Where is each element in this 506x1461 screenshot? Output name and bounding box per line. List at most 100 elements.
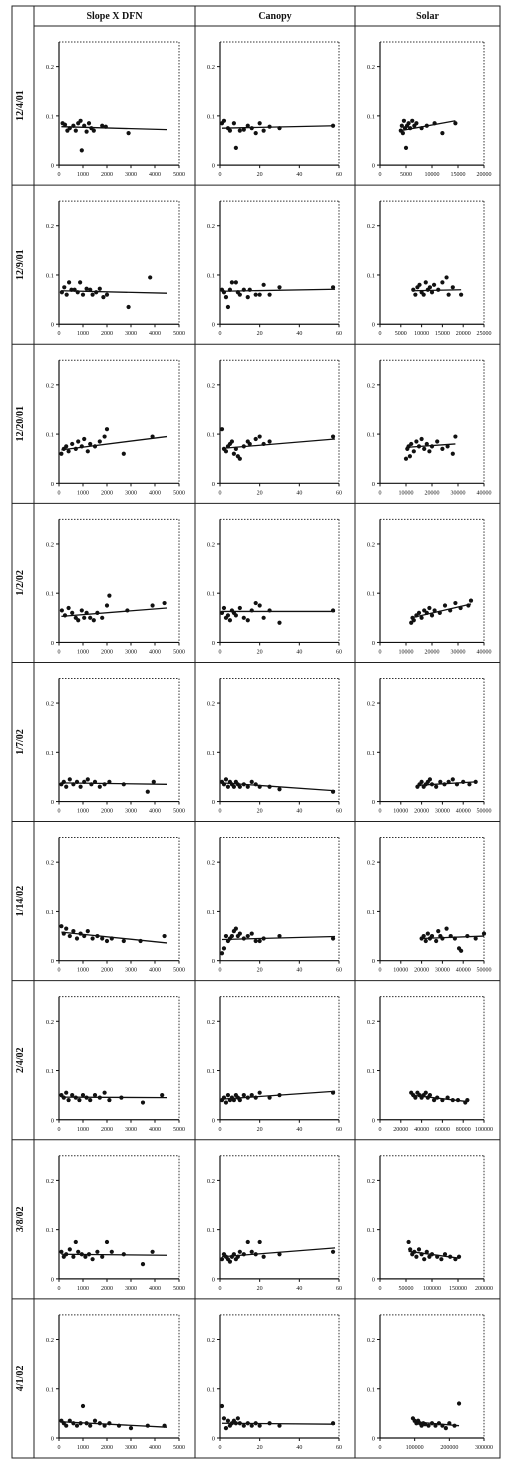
x-tick-label: 1000 (77, 172, 89, 178)
x-tick-label: 1000 (77, 809, 89, 815)
y-tick-label: 0.1 (46, 272, 54, 279)
data-point (237, 605, 242, 611)
data-point (82, 436, 87, 442)
y-tick-label: 0 (372, 1117, 375, 1124)
x-tick-label: 20000 (414, 809, 429, 815)
data-point (101, 295, 106, 300)
trend-line (61, 435, 168, 451)
x-tick-label: 100000 (475, 1127, 493, 1133)
y-tick-label: 0 (51, 958, 54, 965)
data-point (427, 285, 433, 290)
data-point (140, 1262, 146, 1267)
data-point (241, 127, 246, 132)
data-point (162, 600, 167, 606)
x-tick-label: 40000 (414, 1127, 429, 1133)
data-point (77, 1097, 82, 1103)
x-tick-label: 0 (379, 331, 382, 337)
data-point (431, 282, 437, 287)
data-point (427, 1093, 433, 1098)
y-tick-label: 0.2 (367, 1178, 375, 1185)
x-tick-label: 0 (219, 172, 222, 178)
data-point (245, 784, 250, 789)
data-point (429, 613, 435, 618)
data-point (237, 292, 242, 297)
data-point (140, 1100, 146, 1105)
data-point (432, 608, 437, 613)
data-point (261, 128, 266, 133)
x-tick-label: 3000 (125, 968, 137, 974)
data-point (67, 777, 72, 782)
data-point (330, 434, 336, 439)
x-tick-label: 5000 (173, 1445, 185, 1451)
data-point (330, 936, 336, 941)
data-point (444, 926, 449, 931)
data-point (88, 1097, 93, 1103)
y-tick-label: 0.1 (207, 272, 215, 279)
data-point (424, 441, 429, 447)
row-label: 1/2/02 (15, 570, 26, 596)
x-tick-label: 60 (336, 1127, 342, 1133)
data-point (245, 295, 250, 300)
x-tick-label: 4000 (149, 172, 161, 178)
data-point (74, 936, 80, 941)
column-header: Canopy (258, 11, 291, 22)
x-tick-label: 3000 (125, 1127, 137, 1133)
data-point (419, 779, 424, 784)
data-point (442, 1252, 448, 1257)
y-tick-label: 0.2 (367, 1337, 375, 1344)
data-point (400, 131, 405, 136)
data-point (84, 286, 89, 291)
y-tick-label: 0 (212, 481, 215, 488)
data-point (221, 946, 227, 951)
data-point (429, 933, 435, 939)
data-point (427, 605, 432, 611)
data-point (413, 1095, 418, 1100)
data-point (241, 1423, 246, 1428)
data-point (78, 784, 83, 789)
x-tick-label: 1000 (77, 968, 89, 974)
x-tick-label: 0 (219, 809, 222, 815)
data-point (71, 1254, 76, 1259)
x-tick-label: 30000 (435, 968, 450, 974)
data-point (467, 782, 472, 787)
x-tick-label: 60 (336, 1286, 342, 1292)
data-point (247, 441, 252, 447)
x-tick-label: 20000 (456, 331, 471, 337)
data-point (80, 1403, 86, 1409)
y-tick-label: 0.1 (46, 1227, 54, 1234)
data-point (419, 615, 424, 620)
y-tick-label: 0.2 (46, 1019, 54, 1026)
x-tick-label: 50000 (477, 968, 492, 974)
trend-line (61, 1421, 168, 1428)
data-point (66, 280, 72, 285)
data-point (121, 938, 126, 944)
y-tick-label: 0.2 (46, 1178, 54, 1185)
x-tick-label: 5000 (173, 490, 185, 496)
y-tick-label: 0 (212, 1276, 215, 1283)
data-point (257, 1090, 262, 1095)
row-label: 12/9/01 (15, 249, 26, 280)
data-point (426, 1423, 431, 1428)
x-tick-label: 2000 (101, 968, 113, 974)
data-point (223, 1100, 229, 1105)
x-tick-label: 40 (296, 968, 302, 974)
data-point (225, 304, 231, 310)
data-point (411, 618, 416, 623)
x-tick-label: 40 (296, 331, 302, 337)
data-point (88, 615, 93, 620)
data-point (59, 924, 64, 929)
data-point (434, 784, 439, 789)
data-point (85, 449, 90, 454)
data-point (86, 121, 92, 126)
x-tick-label: 0 (379, 649, 382, 655)
x-tick-label: 20000 (393, 1127, 408, 1133)
data-point (249, 1093, 254, 1098)
data-point (277, 933, 282, 939)
data-point (422, 446, 427, 451)
data-point (453, 121, 458, 126)
data-point (257, 292, 262, 297)
x-tick-label: 60 (336, 490, 342, 496)
data-point (235, 1416, 240, 1421)
data-point (399, 123, 404, 128)
x-tick-label: 40 (296, 649, 302, 655)
